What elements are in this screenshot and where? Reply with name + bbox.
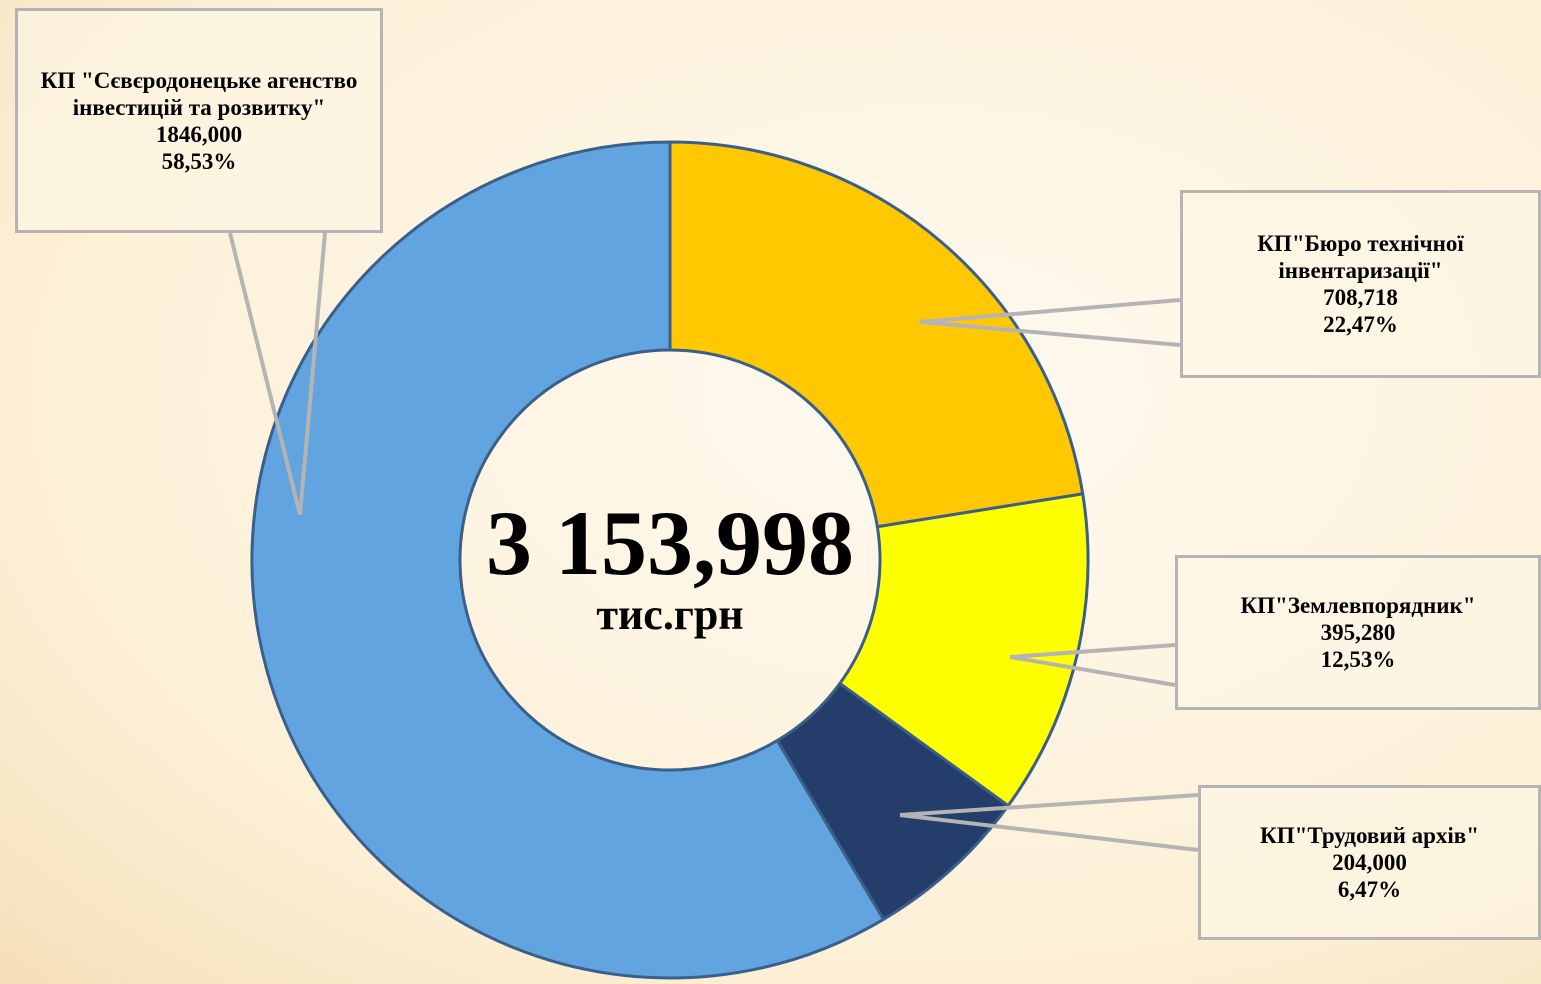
data-label-box: КП"Трудовий архів" 204,000 6,47% [1198,785,1541,940]
leader-line [228,232,302,516]
center-label: 3 153,998 тис.грн [470,495,870,639]
percentage-label: 12,53% [1320,647,1396,672]
data-label-box: КП"Землевпорядник" 395,280 12,53% [1175,555,1541,710]
leader-line [899,793,1199,817]
leader-line [899,813,1199,852]
data-label-box: КП"Бюро технічної інвентаризації" 708,718… [1180,190,1541,378]
value-label: 395,280 [1320,620,1396,645]
category-label: КП "Сєвєродонецьке агенство інвестицій т… [40,67,358,120]
leader-line [298,232,327,516]
category-label: КП"Бюро технічної інвентаризації" [1257,231,1464,283]
category-label: КП"Землевпорядник" [1240,593,1476,618]
center-unit: тис.грн [596,590,744,639]
leader-line [919,320,1181,347]
category-label: КП"Трудовий архів" [1260,823,1479,848]
leader-line [1009,655,1176,687]
center-total: 3 153,998 [486,492,854,594]
donut-slice [668,140,1085,529]
percentage-label: 58,53% [161,148,237,174]
donut-slice [250,140,885,980]
value-label: 708,718 [1323,285,1398,310]
percentage-label: 22,47% [1323,312,1398,337]
leader-line [1009,643,1176,659]
value-label: 204,000 [1332,850,1407,875]
data-label-box: КП "Сєвєродонецьке агенство інвестицій т… [15,8,383,233]
value-label: 1846,000 [155,121,243,147]
percentage-label: 6,47% [1337,877,1402,902]
leader-line [919,298,1181,324]
